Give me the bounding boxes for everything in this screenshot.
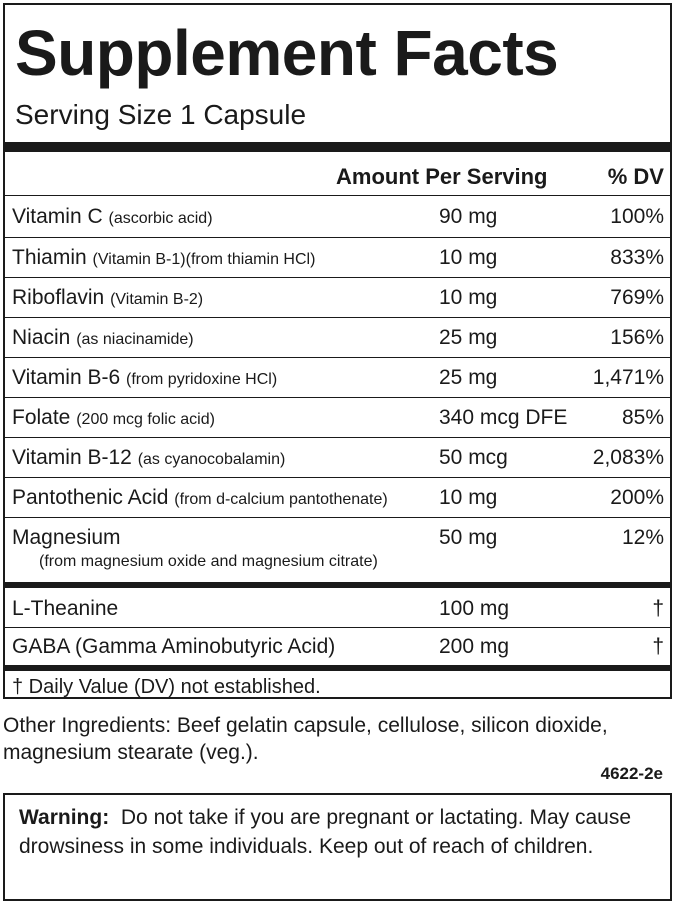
nutrient-name: Folate (200 mcg folic acid)	[12, 406, 215, 429]
nutrient-amount: 100 mg	[439, 597, 510, 620]
nutrient-name: Thiamin (Vitamin B-1)(from thiamin HCl)	[12, 246, 316, 269]
nutrient-amount: 50 mcg	[439, 446, 508, 469]
nutrient-dv: 12%	[621, 526, 664, 549]
nutrient-source: (from magnesium oxide and magnesium citr…	[39, 553, 378, 570]
nutrient-dv: 769%	[610, 286, 664, 309]
nutrient-amount: 25 mg	[439, 326, 498, 349]
row-divider	[5, 357, 670, 358]
nutrient-amount: 10 mg	[439, 246, 498, 269]
nutrient-amount: 10 mg	[439, 286, 498, 309]
warning-text: Warning: Do not take if you are pregnant…	[19, 803, 665, 861]
row-divider	[5, 477, 670, 478]
nutrient-name: Magnesium	[12, 526, 121, 549]
dv-footnote: † Daily Value (DV) not established.	[12, 676, 321, 698]
nutrient-amount: 50 mg	[439, 526, 498, 549]
nutrient-row-niacin: Niacin (as niacinamide) 25 mg 156%	[5, 318, 670, 358]
nutrient-name: Pantothenic Acid (from d-calcium pantoth…	[12, 486, 388, 509]
serving-size: Serving Size 1 Capsule	[15, 99, 307, 130]
nutrient-row-thiamin: Thiamin (Vitamin B-1)(from thiamin HCl) …	[5, 238, 670, 278]
nutrient-dv: 100%	[610, 205, 664, 228]
amount-column-header: Amount Per Serving	[336, 164, 548, 189]
nutrient-row-vitamin-c: Vitamin C (ascorbic acid) 90 mg 100%	[5, 197, 670, 237]
nutrient-name: L-Theanine	[12, 597, 119, 620]
nutrient-amount: 10 mg	[439, 486, 498, 509]
nutrient-dv: 200%	[610, 486, 664, 509]
section-divider	[5, 582, 670, 588]
nutrient-dv: 156%	[610, 326, 664, 349]
nutrient-amount: 90 mg	[439, 205, 498, 228]
nutrient-dv: †	[652, 597, 664, 620]
nutrient-dv: 85%	[621, 406, 664, 429]
row-divider	[5, 277, 670, 278]
nutrient-dv: †	[652, 635, 664, 658]
supplement-facts-panel: Supplement Facts Serving Size 1 Capsule …	[3, 3, 672, 699]
row-divider	[5, 317, 670, 318]
nutrient-dv: 1,471%	[592, 366, 664, 389]
nutrient-row-riboflavin: Riboflavin (Vitamin B-2) 10 mg 769%	[5, 278, 670, 318]
nutrient-name: Vitamin B-6 (from pyridoxine HCl)	[12, 366, 278, 389]
column-header-divider	[5, 195, 670, 196]
row-divider	[5, 397, 670, 398]
row-divider	[5, 237, 670, 238]
nutrient-row-l-theanine: L-Theanine 100 mg †	[5, 590, 670, 627]
warning-box: Warning: Do not take if you are pregnant…	[3, 793, 672, 901]
nutrient-amount: 200 mg	[439, 635, 510, 658]
nutrient-name: Vitamin B-12 (as cyanocobalamin)	[12, 446, 286, 469]
nutrient-amount: 25 mg	[439, 366, 498, 389]
section-divider	[5, 665, 670, 671]
warning-label: Warning:	[19, 806, 110, 829]
nutrient-name: GABA (Gamma Aminobutyric Acid)	[12, 635, 336, 658]
row-divider	[5, 437, 670, 438]
warning-body: Do not take if you are pregnant or lacta…	[19, 806, 632, 858]
row-divider	[5, 627, 670, 628]
nutrient-name: Vitamin C (ascorbic acid)	[12, 205, 213, 228]
dv-column-header: % DV	[607, 164, 664, 189]
header-divider	[5, 142, 670, 152]
other-ingredients: Other Ingredients: Beef gelatin capsule,…	[3, 714, 608, 764]
nutrient-name: Riboflavin (Vitamin B-2)	[12, 286, 204, 309]
row-divider	[5, 517, 670, 518]
panel-title: Supplement Facts	[15, 17, 559, 89]
nutrient-dv: 833%	[610, 246, 664, 269]
nutrient-name: Niacin (as niacinamide)	[12, 326, 194, 349]
nutrient-row-gaba: GABA (Gamma Aminobutyric Acid) 200 mg †	[5, 628, 670, 665]
nutrient-row-vitamin-b12: Vitamin B-12 (as cyanocobalamin) 50 mcg …	[5, 438, 670, 478]
nutrient-row-pantothenic-acid: Pantothenic Acid (from d-calcium pantoth…	[5, 478, 670, 518]
nutrient-row-vitamin-b6: Vitamin B-6 (from pyridoxine HCl) 25 mg …	[5, 358, 670, 398]
nutrient-row-magnesium: Magnesium (from magnesium oxide and magn…	[5, 518, 670, 578]
nutrient-amount: 340 mcg DFE	[439, 406, 568, 429]
nutrient-row-folate: Folate (200 mcg folic acid) 340 mcg DFE …	[5, 398, 670, 438]
nutrient-dv: 2,083%	[592, 446, 664, 469]
product-code: 4622-2e	[600, 764, 663, 783]
